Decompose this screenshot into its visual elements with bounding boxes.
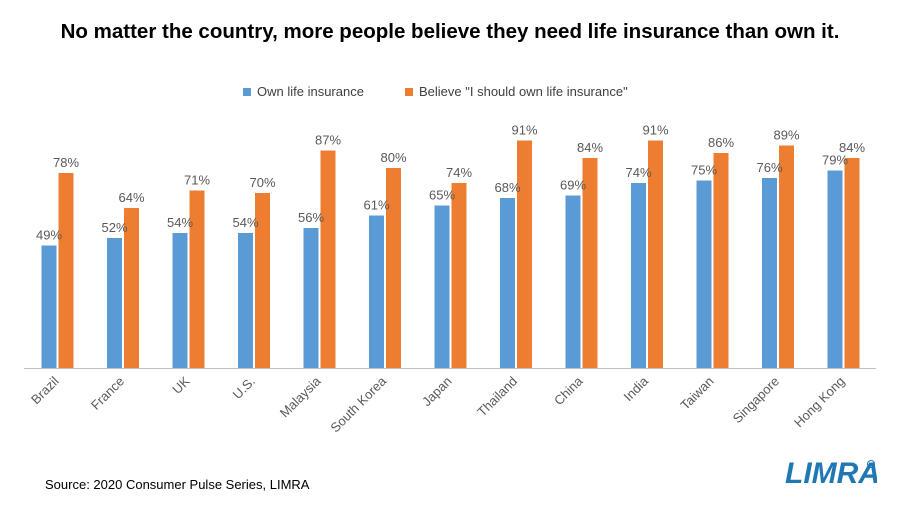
data-label-own-12: 79% [822, 153, 848, 168]
logo-text: LIMRA [785, 457, 877, 490]
data-label-own-5: 61% [363, 198, 389, 213]
data-label-believe-1: 64% [118, 190, 144, 205]
data-label-own-1: 52% [101, 220, 127, 235]
data-label-own-10: 75% [691, 163, 717, 178]
data-label-believe-11: 89% [773, 128, 799, 143]
tick-label-6: Japan [419, 374, 455, 410]
chart-title: No matter the country, more people belie… [60, 20, 840, 43]
data-label-believe-4: 87% [315, 133, 341, 148]
bar-own-9 [631, 183, 646, 368]
bar-own-6 [434, 205, 450, 368]
data-label-own-11: 76% [756, 160, 782, 175]
tick-label-5: South Korea [327, 373, 389, 435]
data-label-own-8: 69% [560, 178, 586, 193]
bar-own-4 [303, 228, 319, 368]
source-note: Source: 2020 Consumer Pulse Series, LIMR… [45, 477, 310, 492]
data-label-believe-10: 86% [708, 135, 734, 150]
tick-label-2: UK [169, 373, 193, 397]
bar-believe-1 [124, 208, 139, 368]
bar-believe-10 [713, 153, 729, 368]
bar-own-2 [172, 233, 188, 368]
limra-logo: LIMRA [785, 457, 877, 490]
data-label-believe-3: 70% [249, 175, 275, 190]
legend-item-own: Own life insurance [243, 84, 364, 99]
tick-label-7: Thailand [474, 374, 520, 420]
tick-label-0: Brazil [28, 373, 62, 407]
legend-item-believe: Believe "I should own life insurance" [405, 84, 628, 99]
data-label-own-2: 54% [167, 215, 193, 230]
bar-own-1 [107, 238, 122, 368]
bar-own-3 [238, 233, 253, 368]
bar-own-12 [827, 170, 843, 368]
data-label-believe-5: 80% [380, 150, 406, 165]
legend-swatch-believe [405, 87, 413, 96]
data-label-believe-2: 71% [184, 173, 210, 188]
tick-label-10: Taiwan [677, 374, 716, 413]
data-label-own-7: 68% [494, 180, 520, 195]
tick-label-1: France [88, 374, 127, 413]
tick-label-12: Hong Kong [791, 374, 848, 431]
bar-believe-7 [517, 140, 532, 368]
data-label-own-6: 65% [429, 188, 455, 203]
tick-label-3: U.S. [230, 374, 258, 402]
data-label-own-4: 56% [298, 210, 324, 225]
data-label-own-3: 54% [232, 215, 258, 230]
bar-believe-5 [386, 168, 401, 368]
bar-believe-8 [582, 158, 598, 368]
bar-believe-0 [58, 173, 74, 368]
bar-believe-3 [255, 193, 270, 368]
bar-believe-4 [320, 150, 336, 368]
bar-believe-2 [189, 190, 205, 368]
data-label-believe-6: 74% [446, 165, 472, 180]
bar-believe-9 [648, 140, 663, 368]
legend-label-own: Own life insurance [257, 84, 364, 99]
bar-own-0 [41, 245, 57, 368]
bar-own-5 [369, 215, 384, 368]
data-label-own-9: 74% [625, 165, 651, 180]
tick-label-4: Malaysia [277, 373, 324, 420]
tick-label-8: China [551, 373, 586, 408]
bar-believe-11 [779, 145, 794, 368]
bar-own-11 [762, 178, 777, 368]
data-label-believe-12: 84% [839, 140, 865, 155]
tick-label-9: India [621, 373, 652, 404]
data-label-believe-9: 91% [642, 123, 668, 138]
data-label-own-0: 49% [36, 228, 62, 243]
data-label-believe-0: 78% [53, 155, 79, 170]
tick-label-11: Singapore [730, 374, 783, 427]
bar-believe-12 [844, 158, 860, 368]
bar-own-7 [500, 198, 515, 368]
bar-own-8 [565, 195, 581, 368]
data-label-believe-8: 84% [577, 140, 603, 155]
legend-swatch-own [243, 87, 251, 96]
bar-own-10 [696, 180, 712, 368]
data-label-believe-7: 91% [511, 123, 537, 138]
bar-believe-6 [451, 183, 467, 368]
legend-label-believe: Believe "I should own life insurance" [419, 84, 628, 99]
